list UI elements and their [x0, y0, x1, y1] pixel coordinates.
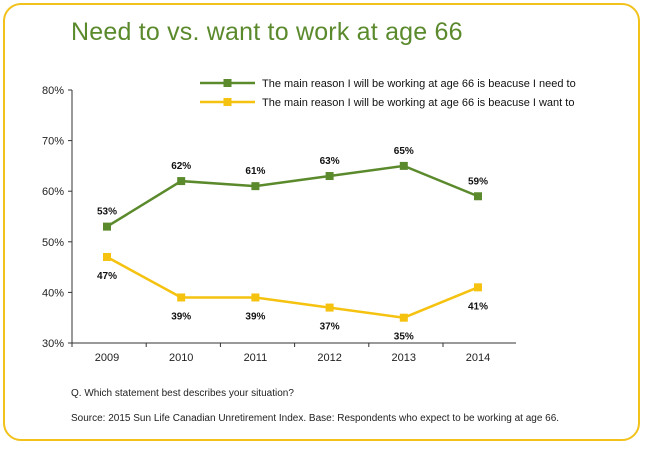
data-point — [177, 177, 186, 186]
data-point — [103, 222, 111, 231]
data-label: 39% — [245, 311, 265, 322]
data-label: 65% — [394, 146, 414, 157]
y-tick-label: 50% — [42, 237, 64, 249]
legend: The main reason I will be working at age… — [200, 78, 576, 109]
y-tick-label: 70% — [42, 136, 64, 148]
data-point — [474, 283, 482, 292]
data-point — [325, 303, 334, 312]
y-tick-label: 30% — [42, 338, 64, 350]
data-label: 35% — [394, 332, 414, 343]
y-axis-ticks: 30% 40% 50% 60% 70% 80% — [42, 85, 72, 350]
data-label: 53% — [97, 207, 117, 218]
x-tick-label: 2010 — [169, 352, 193, 364]
series-group — [103, 161, 482, 322]
x-tick-label: 2011 — [244, 352, 268, 364]
data-label: 39% — [171, 311, 191, 322]
data-label: 63% — [320, 156, 340, 167]
x-axis-ticks: 2009 2010 2011 2012 2013 2014 — [71, 343, 490, 364]
x-tick-label: 2014 — [466, 352, 490, 364]
y-tick-label: 60% — [42, 186, 64, 198]
x-tick-label: 2013 — [392, 352, 416, 364]
legend-label: The main reason I will be working at age… — [262, 97, 574, 109]
data-point — [325, 172, 334, 181]
data-point — [474, 192, 482, 201]
series-line-need-to — [106, 164, 479, 228]
legend-swatch-marker — [223, 98, 232, 106]
data-labels: 53% 62% 61% 63% 65% 59% 47% 39% 39% 37% 35% 41% — [97, 146, 488, 343]
x-tick-label: 2012 — [317, 352, 341, 364]
data-label: 37% — [320, 322, 340, 333]
axes — [71, 90, 516, 344]
y-tick-label: 40% — [42, 287, 64, 299]
data-point — [251, 293, 260, 302]
y-tick-label: 80% — [42, 85, 64, 97]
chart-title: Need to vs. want to work at age 66 — [71, 18, 463, 46]
legend-swatch-marker — [223, 79, 232, 87]
data-label: 41% — [468, 301, 488, 312]
question-note: Q. Which statement best describes your s… — [71, 388, 294, 399]
source-note: Source: 2015 Sun Life Canadian Unretirem… — [71, 413, 560, 424]
data-label: 59% — [468, 176, 488, 187]
data-point — [103, 252, 111, 261]
x-tick-label: 2009 — [95, 352, 119, 364]
legend-label: The main reason I will be working at age… — [262, 78, 576, 90]
data-point — [399, 313, 408, 322]
data-point — [399, 161, 408, 170]
data-point — [251, 182, 260, 191]
data-label: 47% — [97, 271, 117, 282]
series-line-want-to — [106, 255, 479, 319]
chart-frame — [3, 3, 640, 441]
data-point — [177, 293, 186, 302]
data-label: 61% — [245, 166, 265, 177]
data-label: 62% — [171, 161, 191, 172]
